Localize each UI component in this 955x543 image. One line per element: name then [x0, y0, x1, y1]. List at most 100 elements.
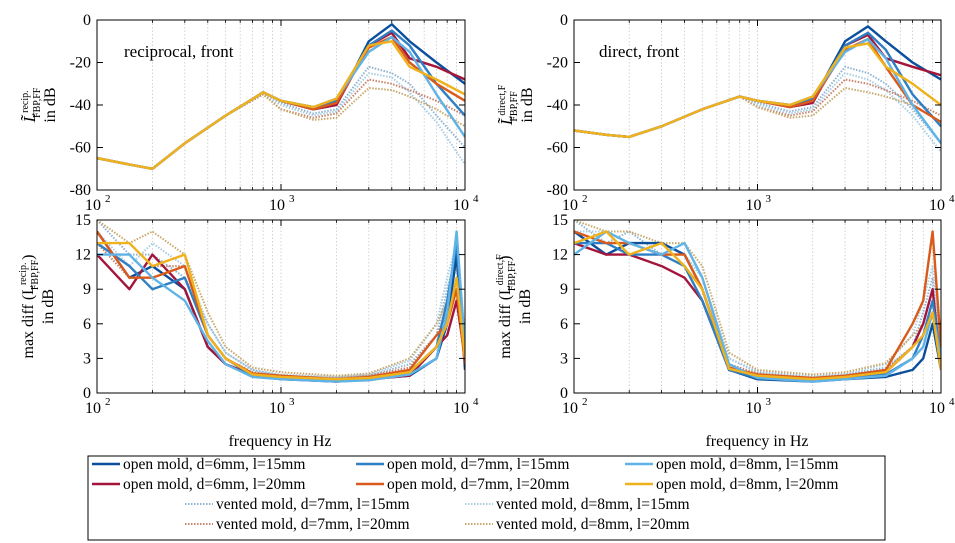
series-line-2 — [97, 230, 465, 383]
panel-bottom-left: 10 2 10 3 10 4 15 12 9 6 3 0 max diff (Lrecip.FBP,FF… — [18, 212, 479, 417]
y-tick-label: 0 — [560, 385, 568, 402]
series-line-5 — [574, 42, 941, 139]
x-tick-label: 10 — [929, 400, 945, 417]
panel-top-right: 10 2 10 3 10 4 0 -20 -40 -60 -80 direct, front L̃dir… — [497, 12, 955, 214]
x-tick-exponent: 3 — [289, 193, 295, 205]
y-tick-label: -20 — [70, 55, 91, 72]
series-lines — [97, 23, 465, 170]
y-tick-label: -80 — [547, 182, 568, 199]
y-tick-label: -60 — [70, 140, 91, 157]
y-label-sub: FBP,FF — [509, 91, 520, 122]
y-tick-label: -40 — [547, 97, 568, 114]
x-tick-exponent: 2 — [582, 193, 588, 205]
y-tick-label: -60 — [547, 140, 568, 157]
series-line-5 — [97, 241, 465, 381]
x-tick-label: 10 — [453, 400, 469, 417]
legend-label-5: open mold, d=8mm, l=20mm — [656, 476, 838, 493]
y-label-line2: in dB — [517, 289, 534, 324]
y-label-post: ) — [20, 254, 37, 259]
x-tick-label: 10 — [85, 197, 101, 214]
y-tick-label: 6 — [560, 316, 568, 333]
x-tick-exponent: 2 — [105, 193, 111, 205]
series-line-9 — [97, 220, 465, 377]
panel-annotation: reciprocal, front — [124, 42, 234, 61]
legend-label-4: open mold, d=7mm, l=20mm — [387, 476, 569, 493]
legend-label-3: open mold, d=6mm, l=20mm — [123, 476, 305, 493]
legend-label-1: open mold, d=7mm, l=15mm — [387, 456, 569, 473]
y-tick-label: 6 — [83, 316, 91, 333]
y-label-line1: L̃recip.FBP,FF — [20, 87, 43, 123]
x-tick-exponent: 3 — [766, 396, 772, 408]
x-tick-label: 10 — [562, 197, 578, 214]
y-tick-label: 0 — [83, 12, 91, 29]
x-tick-label: 10 — [269, 197, 285, 214]
series-line-8 — [97, 78, 465, 170]
y-tick-label: 0 — [83, 385, 91, 402]
x-axis-label-right: frequency in Hz — [705, 433, 808, 450]
y-label-line2: in dB — [519, 87, 536, 122]
series-line-5 — [574, 230, 941, 381]
y-tick-label: 9 — [83, 281, 91, 298]
legend-label-9: vented mold, d=8mm, l=20mm — [496, 516, 690, 533]
series-line-9 — [574, 220, 941, 376]
x-tick-label: 10 — [453, 197, 469, 214]
y-label-line2: in dB — [42, 87, 59, 122]
series-lines — [574, 25, 941, 153]
y-tick-label: 3 — [83, 350, 91, 367]
y-tick-label: 12 — [75, 247, 91, 264]
chart-panels: 10 2 10 3 10 4 0 -20 -40 -60 -80 reciprocal, front L… — [18, 12, 955, 417]
y-label-line1: L̃direct,FFBP,FF — [497, 84, 520, 126]
y-label-sup: direct,F — [497, 84, 508, 115]
y-tick-label: -80 — [70, 182, 91, 199]
x-tick-label: 10 — [746, 400, 762, 417]
series-lines — [97, 220, 465, 383]
x-tick-exponent: 2 — [582, 396, 588, 408]
x-tick-label: 10 — [746, 197, 762, 214]
y-label-line1: max diff (Lrecip.FBP,FF) — [18, 254, 41, 358]
x-axis-label-left: frequency in Hz — [228, 433, 331, 450]
x-tick-exponent: 3 — [766, 193, 772, 205]
panel-annotation: direct, front — [599, 42, 680, 61]
series-line-5 — [97, 40, 465, 170]
y-axis-label: L̃direct,FFBP,FF in dB — [497, 84, 536, 126]
y-label-post: ) — [497, 256, 514, 261]
x-tick-exponent: 4 — [949, 396, 955, 408]
x-tick-label: 10 — [269, 400, 285, 417]
x-tick-label: 10 — [85, 400, 101, 417]
legend-box — [87, 455, 886, 541]
legend-label-0: open mold, d=6mm, l=15mm — [123, 456, 305, 473]
y-tick-label: 0 — [560, 12, 568, 29]
y-tick-label: 15 — [552, 212, 568, 229]
y-label-sup: direct,F — [495, 254, 506, 285]
x-tick-exponent: 4 — [473, 396, 479, 408]
y-label-sub: FBP,FF — [507, 260, 518, 291]
panel-top-left: 10 2 10 3 10 4 0 -20 -40 -60 -80 reciprocal, front L… — [20, 12, 479, 214]
x-tick-exponent: 4 — [473, 193, 479, 205]
y-label-symbol: L̃ — [497, 116, 516, 126]
y-label-sup: recip. — [20, 90, 31, 113]
x-tick-exponent: 3 — [289, 396, 295, 408]
y-label-line2: in dB — [40, 289, 57, 324]
y-tick-label: 3 — [560, 350, 568, 367]
y-label-sub: FBP,FF — [30, 259, 41, 290]
y-label-line1: max diff (Ldirect,FFBP,FF) — [495, 254, 518, 359]
y-axis-label: L̃recip.FBP,FF in dB — [20, 87, 59, 123]
y-tick-label: -40 — [70, 97, 91, 114]
y-axis-label: max diff (Lrecip.FBP,FF)in dB — [18, 254, 57, 358]
y-label-sub: FBP,FF — [32, 87, 43, 118]
y-label-symbol: L̃ — [20, 113, 39, 123]
legend-label-7: vented mold, d=8mm, l=15mm — [496, 496, 690, 513]
y-axis-label: max diff (Ldirect,FFBP,FF)in dB — [495, 254, 534, 359]
y-label-pre: max diff (L — [20, 285, 37, 358]
series-line-6 — [574, 220, 941, 378]
y-label-sup: recip. — [18, 263, 29, 286]
legend: open mold, d=6mm, l=15mm open mold, d=7mm… — [87, 455, 886, 541]
x-tick-exponent: 2 — [105, 396, 111, 408]
legend-label-2: open mold, d=8mm, l=15mm — [656, 456, 838, 473]
x-tick-label: 10 — [929, 197, 945, 214]
x-tick-exponent: 4 — [949, 193, 955, 205]
y-tick-label: 9 — [560, 281, 568, 298]
y-label-pre: max diff (L — [497, 285, 514, 358]
y-tick-label: -20 — [547, 55, 568, 72]
